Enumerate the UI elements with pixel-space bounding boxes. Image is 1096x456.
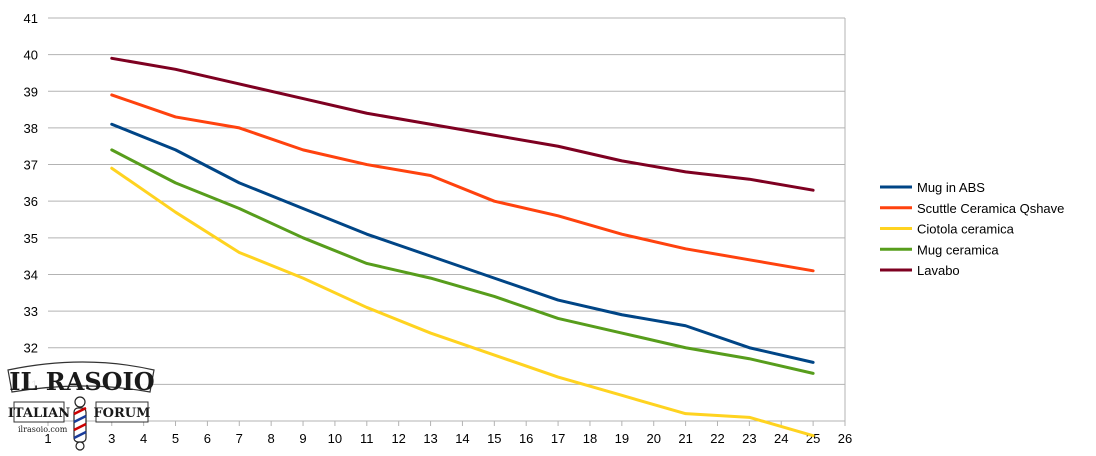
series-line bbox=[110, 148, 815, 375]
y-tick-label: 38 bbox=[24, 121, 38, 136]
x-tick-label: 6 bbox=[204, 431, 211, 446]
x-tick-label: 16 bbox=[519, 431, 533, 446]
y-tick-label: 33 bbox=[24, 304, 38, 319]
series-line bbox=[110, 166, 815, 438]
x-tick-label: 15 bbox=[487, 431, 501, 446]
x-tick-label: 10 bbox=[328, 431, 342, 446]
y-axis-ticks: 3132333435363738394041 bbox=[24, 11, 38, 392]
logo-left-word: ITALIAN bbox=[8, 406, 70, 421]
x-tick-label: 26 bbox=[838, 431, 852, 446]
y-tick-label: 39 bbox=[24, 84, 38, 99]
x-tick-label: 19 bbox=[615, 431, 629, 446]
legend-label: Mug in ABS bbox=[917, 180, 985, 195]
x-tick-label: 8 bbox=[268, 431, 275, 446]
x-tick-label: 14 bbox=[455, 431, 469, 446]
x-tick-label: 4 bbox=[140, 431, 147, 446]
barber-pole-icon bbox=[73, 396, 87, 451]
legend: Mug in ABS Scuttle Ceramica Qshave Ciotola… bbox=[880, 180, 1064, 278]
x-tick-label: 7 bbox=[236, 431, 243, 446]
x-tick-label: 24 bbox=[774, 431, 788, 446]
x-tick-label: 22 bbox=[710, 431, 724, 446]
legend-label: Mug ceramica bbox=[917, 242, 999, 257]
legend-label: Ciotola ceramica bbox=[917, 222, 1015, 237]
il-rasoio-logo: IL RASOIO ITALIAN FORUM ilrasoio.com bbox=[7, 361, 155, 451]
y-tick-label: 34 bbox=[24, 267, 38, 282]
x-axis-ticks: 1 3 4 5 6 7 8 9 10 11 12 13 14 15 16 17 18 19 20 21 22 23 24 25… bbox=[44, 421, 852, 446]
x-tick-label: 17 bbox=[551, 431, 565, 446]
y-tick-label: 32 bbox=[24, 341, 38, 356]
gridlines bbox=[48, 17, 845, 385]
x-tick-label: 3 bbox=[108, 431, 115, 446]
y-tick-label: 40 bbox=[24, 48, 38, 63]
y-tick-label: 36 bbox=[24, 194, 38, 209]
x-tick-label: 21 bbox=[678, 431, 692, 446]
series-line bbox=[110, 93, 815, 273]
x-tick-label: 23 bbox=[742, 431, 756, 446]
series-line bbox=[110, 56, 815, 192]
x-tick-label: 18 bbox=[583, 431, 597, 446]
x-tick-label: 11 bbox=[360, 431, 374, 446]
legend-label: Scuttle Ceramica Qshave bbox=[917, 201, 1064, 216]
y-tick-label: 41 bbox=[24, 11, 38, 26]
y-tick-label: 35 bbox=[24, 231, 38, 246]
y-tick-label: 37 bbox=[24, 158, 38, 173]
x-tick-label: 13 bbox=[423, 431, 437, 446]
axes bbox=[48, 18, 846, 422]
series-line bbox=[110, 122, 815, 364]
series-lines bbox=[110, 56, 815, 438]
legend-label: Lavabo bbox=[917, 263, 960, 278]
x-tick-label: 20 bbox=[646, 431, 660, 446]
x-tick-label: 12 bbox=[391, 431, 405, 446]
logo-right-word: FORUM bbox=[93, 406, 150, 421]
logo-site: ilrasoio.com bbox=[18, 425, 68, 434]
x-tick-label: 5 bbox=[172, 431, 179, 446]
x-tick-label: 1 bbox=[44, 431, 51, 446]
x-tick-label: 9 bbox=[299, 431, 306, 446]
logo-title: IL RASOIO bbox=[9, 367, 154, 396]
